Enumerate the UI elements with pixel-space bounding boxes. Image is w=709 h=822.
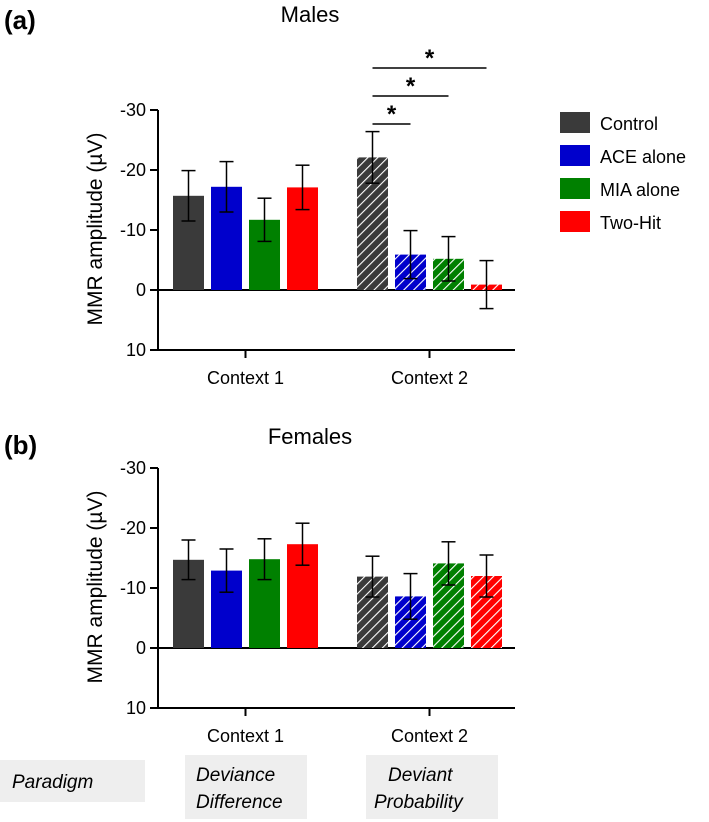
x-tick-label: Context 1 — [207, 726, 284, 746]
paradigm-row: Paradigm Deviance Difference Deviant Pro… — [0, 755, 498, 819]
paradigm-context1-box — [185, 755, 307, 819]
x-tick-label: Context 2 — [391, 726, 468, 746]
y-tick-label: 0 — [136, 280, 146, 300]
paradigm-context2-line2: Probability — [374, 792, 464, 813]
legend-label-control: Control — [600, 114, 658, 134]
legend-swatch-control — [560, 112, 590, 133]
y-tick-label: 10 — [126, 698, 146, 718]
x-tick-label: Context 2 — [391, 368, 468, 388]
significance-star: * — [387, 101, 397, 128]
y-tick-label: -30 — [120, 100, 146, 120]
y-tick-label: -20 — [120, 518, 146, 538]
y-tick-label: -30 — [120, 458, 146, 478]
y-tick-label: -10 — [120, 578, 146, 598]
legend-label-mia-alone: MIA alone — [600, 180, 680, 200]
legend-swatch-two-hit — [560, 211, 590, 232]
paradigm-context2-line1: Deviant — [388, 765, 453, 786]
panel-a-ylabel: MMR amplitude (µV) — [84, 133, 107, 326]
y-tick-label: -10 — [120, 220, 146, 240]
paradigm-context1-line2: Difference — [196, 792, 283, 813]
legend: Control ACE alone MIA alone Two-Hit — [560, 112, 686, 233]
panel-b-plot: -30 -20 -10 0 10 Context 1 Context 2 — [120, 458, 515, 746]
y-tick-label: 10 — [126, 340, 146, 360]
x-tick-label: Context 1 — [207, 368, 284, 388]
panel-b-title: Females — [268, 424, 352, 449]
panel-b-letter: (b) — [4, 430, 37, 460]
significance-star: * — [406, 73, 416, 100]
paradigm-label-box — [0, 760, 145, 802]
y-tick-label: -20 — [120, 160, 146, 180]
y-tick-label: 0 — [136, 638, 146, 658]
legend-swatch-ace-alone — [560, 145, 590, 166]
legend-label-ace-alone: ACE alone — [600, 147, 686, 167]
legend-label-two-hit: Two-Hit — [600, 213, 661, 233]
panel-b-ylabel: MMR amplitude (µV) — [84, 491, 107, 684]
paradigm-label: Paradigm — [12, 772, 93, 793]
panel-a-plot: -30 -20 -10 0 10 Context 1 Context 2 * * * — [120, 45, 515, 388]
panel-a-title: Males — [281, 2, 340, 27]
significance-star: * — [425, 45, 435, 72]
legend-swatch-mia-alone — [560, 178, 590, 199]
paradigm-context1-line1: Deviance — [196, 765, 275, 786]
paradigm-context2-box — [366, 755, 498, 819]
panel-a-letter: (a) — [4, 5, 36, 35]
